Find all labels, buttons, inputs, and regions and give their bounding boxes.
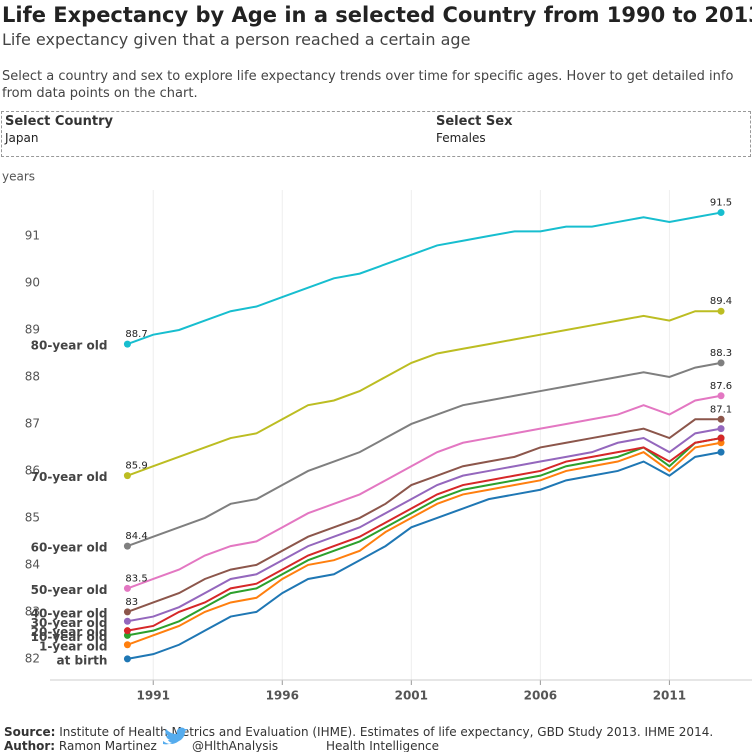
series-label: 20-year old bbox=[31, 625, 108, 639]
point bbox=[123, 472, 131, 480]
point bbox=[717, 392, 725, 400]
point bbox=[123, 340, 131, 348]
data-label: 84.4 bbox=[125, 531, 147, 542]
y-tick-label: 90 bbox=[25, 276, 40, 290]
y-tick-label: 88 bbox=[25, 369, 40, 383]
series-label: 1-year old bbox=[39, 639, 107, 653]
point bbox=[717, 448, 725, 456]
data-label: 91.5 bbox=[710, 198, 732, 209]
data-label: 89.4 bbox=[710, 296, 732, 307]
y-tick-label: 87 bbox=[25, 416, 40, 430]
title: Life Expectancy by Age in a selected Cou… bbox=[2, 3, 752, 27]
point bbox=[717, 359, 725, 367]
series-line bbox=[127, 361, 722, 548]
data-label: 87.6 bbox=[710, 381, 732, 392]
filter-panel: Select Country Japan Select Sex Females bbox=[1, 111, 751, 157]
y-tick-label: 85 bbox=[25, 510, 40, 524]
point bbox=[123, 617, 131, 625]
point bbox=[717, 415, 725, 423]
twitter-handle[interactable]: @HlthAnalysis bbox=[192, 739, 279, 752]
source-line: Source: Institute of Health Metrics and … bbox=[4, 725, 713, 739]
y-tick-label: 82 bbox=[25, 651, 40, 665]
x-tick-label: 2011 bbox=[653, 689, 686, 703]
y-axis-label: years bbox=[2, 170, 35, 184]
series-line bbox=[127, 418, 722, 613]
data-label: 85.9 bbox=[125, 461, 147, 472]
y-tick-label: 86 bbox=[25, 463, 40, 477]
x-tick-label: 1996 bbox=[266, 689, 299, 703]
series-label: 10-year old bbox=[31, 630, 108, 644]
sex-filter[interactable]: Select Sex Females bbox=[436, 114, 512, 145]
series-line bbox=[127, 394, 722, 590]
filter-label: Select Sex bbox=[436, 114, 513, 129]
series-label: 50-year old bbox=[31, 583, 108, 597]
source-text: Institute of Health Metrics and Evaluati… bbox=[59, 725, 714, 739]
series-line bbox=[127, 451, 722, 660]
author-line: Author: Ramon Martinez bbox=[4, 739, 157, 752]
x-tick-label: 1991 bbox=[137, 689, 170, 703]
point bbox=[717, 425, 725, 433]
point bbox=[717, 434, 725, 442]
data-label: 83 bbox=[125, 597, 138, 608]
organization: Health Intelligence bbox=[326, 739, 440, 752]
author: Ramon Martinez bbox=[58, 739, 157, 752]
series-label: at birth bbox=[57, 653, 108, 667]
y-tick-label: 84 bbox=[25, 557, 40, 571]
data-label: 83.5 bbox=[125, 573, 147, 584]
series-label: 40-year old bbox=[31, 606, 108, 620]
series-line bbox=[127, 441, 722, 646]
x-tick-label: 2006 bbox=[524, 689, 557, 703]
data-label: 87.1 bbox=[710, 404, 732, 415]
description: Select a country and sex to explore life… bbox=[2, 69, 734, 101]
point bbox=[123, 641, 131, 649]
point bbox=[123, 627, 131, 635]
series-line bbox=[127, 437, 722, 637]
filter-value[interactable]: Japan bbox=[5, 131, 39, 145]
point bbox=[123, 608, 131, 616]
point bbox=[717, 307, 725, 315]
point bbox=[123, 542, 131, 550]
y-tick-label: 89 bbox=[25, 323, 40, 337]
data-label: 88.3 bbox=[710, 348, 732, 359]
data-label: 88.7 bbox=[125, 329, 147, 340]
series-line bbox=[127, 427, 722, 623]
series-label: 80-year old bbox=[31, 339, 108, 353]
series-line bbox=[127, 211, 722, 346]
series-line bbox=[127, 437, 722, 632]
series-label: 30-year old bbox=[31, 616, 108, 630]
country-filter[interactable]: Select Country Japan bbox=[5, 114, 113, 145]
y-tick-label: 83 bbox=[25, 604, 40, 618]
source-label: Source: bbox=[4, 725, 56, 739]
filter-value[interactable]: Females bbox=[436, 131, 486, 145]
y-tick-label: 91 bbox=[25, 229, 40, 243]
series-label: 60-year old bbox=[31, 541, 108, 555]
point bbox=[123, 655, 131, 663]
point bbox=[123, 584, 131, 592]
point bbox=[717, 209, 725, 217]
subtitle: Life expectancy given that a person reac… bbox=[2, 30, 471, 49]
x-tick-label: 2001 bbox=[395, 689, 428, 703]
author-label: Author: bbox=[4, 739, 56, 752]
series-label: 70-year old bbox=[31, 470, 108, 484]
filter-label: Select Country bbox=[5, 114, 113, 129]
series-line bbox=[127, 310, 722, 477]
